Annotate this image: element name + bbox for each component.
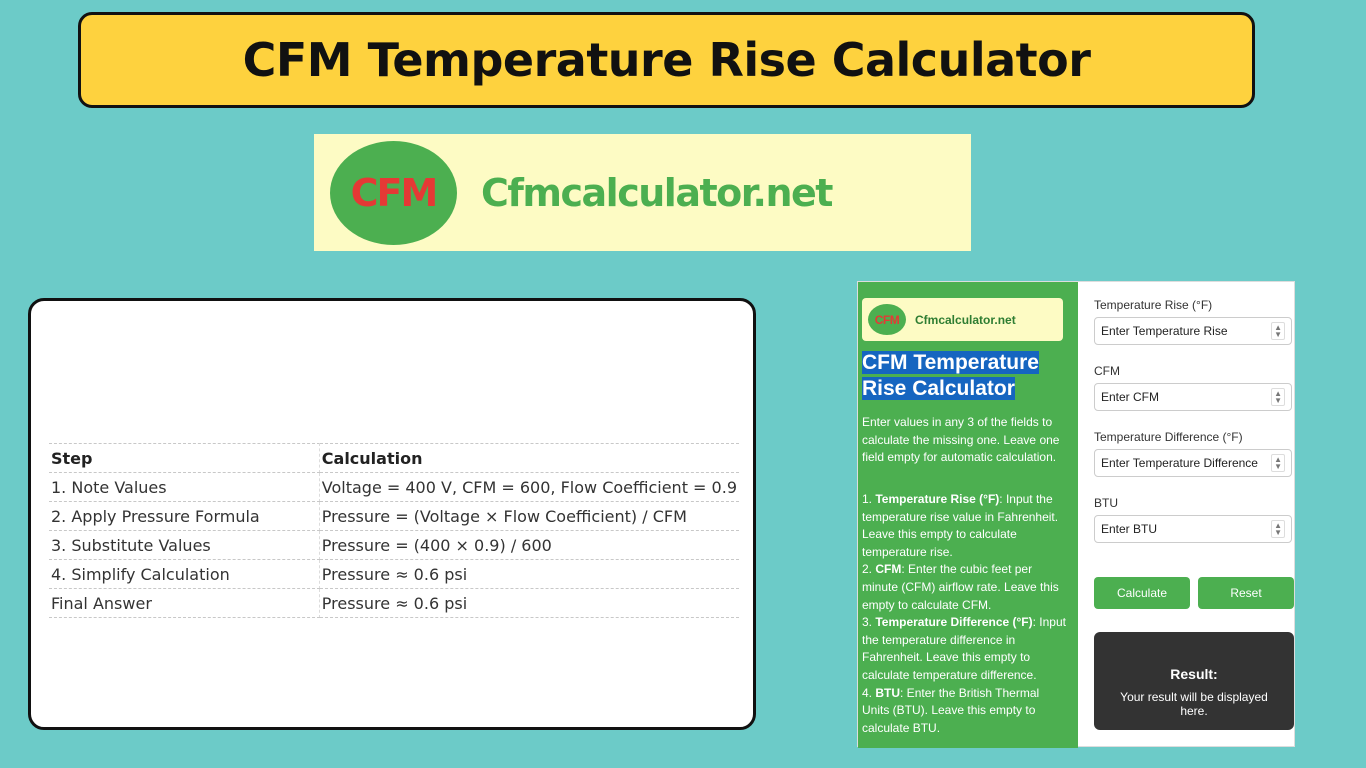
- table-row: 1. Note Values Voltage = 400 V, CFM = 60…: [49, 472, 739, 502]
- reset-button[interactable]: Reset: [1198, 577, 1294, 609]
- instruction-item: 3. Temperature Difference (°F): Input th…: [862, 615, 1066, 682]
- page-title: CFM Temperature Rise Calculator: [242, 33, 1091, 87]
- temperature-difference-label: Temperature Difference (°F): [1094, 430, 1243, 444]
- title-banner: CFM Temperature Rise Calculator: [78, 12, 1255, 108]
- temperature-difference-placeholder: Enter Temperature Difference: [1101, 456, 1258, 470]
- step-cell: 1. Note Values: [49, 472, 320, 502]
- btu-label: BTU: [1094, 496, 1118, 510]
- logo-site-name: Cfmcalculator.net: [481, 170, 833, 215]
- result-title: Result:: [1170, 666, 1218, 682]
- header-calculation: Calculation: [319, 443, 739, 473]
- table-row: Final Answer Pressure ≈ 0.6 psi: [49, 588, 739, 618]
- cfm-label: CFM: [1094, 364, 1120, 378]
- instruction-item: 2. CFM: Enter the cubic feet per minute …: [862, 562, 1059, 612]
- logo-circle-icon: CFM: [330, 140, 457, 245]
- widget-logo-site: Cfmcalculator.net: [915, 312, 1016, 327]
- btu-placeholder: Enter BTU: [1101, 522, 1158, 536]
- table-row: 3. Substitute Values Pressure = (400 × 0…: [49, 530, 739, 560]
- step-cell: 3. Substitute Values: [49, 530, 320, 560]
- btu-input[interactable]: Enter BTU ▲ ▼: [1094, 515, 1292, 543]
- spinner-icon[interactable]: ▲ ▼: [1271, 322, 1285, 340]
- spinner-icon[interactable]: ▲ ▼: [1271, 454, 1285, 472]
- cfm-placeholder: Enter CFM: [1101, 390, 1160, 404]
- result-text: Your result will be displayed here.: [1120, 690, 1268, 718]
- widget-logo-circle-icon: CFM: [868, 304, 906, 335]
- calculator-widget: CFM Cfmcalculator.net CFM Temperature Ri…: [857, 281, 1295, 748]
- temperature-rise-placeholder: Enter Temperature Rise: [1101, 324, 1228, 338]
- steps-card: Step Calculation 1. Note Values Voltage …: [28, 298, 756, 730]
- step-cell: 4. Simplify Calculation: [49, 559, 320, 589]
- instruction-item: 1. Temperature Rise (°F): Input the temp…: [862, 492, 1059, 559]
- table-row: 2. Apply Pressure Formula Pressure = (Vo…: [49, 501, 739, 531]
- spinner-icon[interactable]: ▲ ▼: [1271, 388, 1285, 406]
- logo-badge-text: CFM: [350, 170, 439, 215]
- table-header-row: Step Calculation: [49, 443, 739, 473]
- steps-table: Step Calculation 1. Note Values Voltage …: [49, 443, 739, 618]
- result-box: Result: Your result will be displayed he…: [1094, 632, 1294, 730]
- step-cell: Final Answer: [49, 588, 320, 618]
- temperature-difference-input[interactable]: Enter Temperature Difference ▲ ▼: [1094, 449, 1292, 477]
- calculation-cell: Pressure = (Voltage × Flow Coefficient) …: [319, 501, 739, 531]
- calculation-cell: Pressure ≈ 0.6 psi: [319, 559, 739, 589]
- widget-logo-badge: CFM: [874, 312, 900, 327]
- cfm-input[interactable]: Enter CFM ▲ ▼: [1094, 383, 1292, 411]
- widget-instructions: 1. Temperature Rise (°F): Input the temp…: [862, 491, 1067, 737]
- widget-logo[interactable]: CFM Cfmcalculator.net: [862, 298, 1063, 341]
- widget-title-line2: Rise Calculator: [862, 377, 1015, 400]
- widget-description: Enter values in any 3 of the fields to c…: [862, 415, 1060, 464]
- calculate-button[interactable]: Calculate: [1094, 577, 1190, 609]
- temperature-rise-label: Temperature Rise (°F): [1094, 298, 1213, 312]
- calculation-cell: Voltage = 400 V, CFM = 600, Flow Coeffic…: [319, 472, 739, 502]
- widget-title: CFM Temperature Rise Calculator: [862, 350, 1072, 402]
- header-step: Step: [49, 443, 320, 473]
- logo-banner: CFM Cfmcalculator.net: [314, 134, 971, 251]
- step-cell: 2. Apply Pressure Formula: [49, 501, 320, 531]
- table-row: 4. Simplify Calculation Pressure ≈ 0.6 p…: [49, 559, 739, 589]
- widget-title-line1: CFM Temperature: [862, 351, 1039, 374]
- temperature-rise-input[interactable]: Enter Temperature Rise ▲ ▼: [1094, 317, 1292, 345]
- widget-info-panel: CFM Cfmcalculator.net CFM Temperature Ri…: [858, 282, 1078, 748]
- instruction-item: 4. BTU: Enter the British Thermal Units …: [862, 685, 1040, 735]
- spinner-icon[interactable]: ▲ ▼: [1271, 520, 1285, 538]
- calculation-cell: Pressure ≈ 0.6 psi: [319, 588, 739, 618]
- calculation-cell: Pressure = (400 × 0.9) / 600: [319, 530, 739, 560]
